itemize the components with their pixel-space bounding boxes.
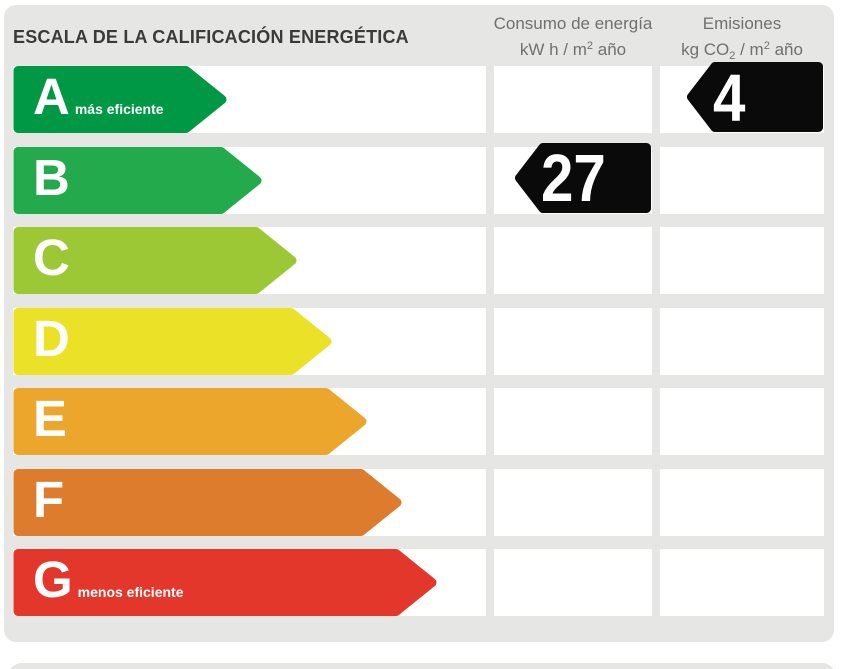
rating-arrow-g [13,549,437,616]
rating-sublabel-a: más eficiente [74,101,164,117]
rating-letter-b: B [33,148,70,206]
emisiones-cell-b [660,146,824,214]
rating-arrow-f [13,468,402,536]
emisiones-cell-g [660,549,824,616]
rating-letter-g: G [33,551,73,608]
rating-arrow-d [13,307,332,375]
consumo-cell-d [494,307,652,375]
rating-label-f: F [13,469,486,536]
consumo-value: 27 [541,141,606,216]
rating-arrow-a [13,66,227,133]
emisiones-header-units: kg CO2 / m2 año [681,40,803,62]
rating-arrow-c [13,227,297,294]
rating-letter-d: D [33,309,70,367]
emisiones-cell-c [660,227,824,294]
emisiones-cell-a: 4 [660,62,824,133]
rating-arrow-e [13,388,367,455]
emisiones-cell-d [660,307,824,375]
rating-row-f: F [13,468,824,536]
consumo-header-line1: Consumo de energía [493,14,653,33]
emisiones-value-arrow: 4 [687,62,824,132]
rating-letter-c: C [33,229,70,286]
rating-sublabel-g: menos eficiente [77,584,184,600]
rating-row-d: D [13,307,824,375]
consumo-value-arrow: 27 [515,141,652,216]
consumo-cell-g [494,549,652,616]
column-header-emisiones: Emisiones kg CO2 / m2 año [660,13,824,67]
consumo-cell-b: 27 [494,142,652,214]
rating-strip-d: D [13,307,486,375]
next-section-panel-edge [8,663,836,669]
rating-row-b: B 27 [13,142,824,214]
rating-row-c: C [13,227,824,294]
page-title: ESCALA DE LA CALIFICACIÓN ENERGÉTICA [13,27,409,47]
rating-letter-f: F [33,470,65,528]
consumo-cell-e [494,388,652,455]
consumo-cell-c [494,227,652,294]
rating-label-e: E [13,388,486,455]
rating-letter-a: A [33,68,70,125]
column-header-consumo: Consumo de energía kW h / m2 año [490,13,656,61]
rating-row-e: E [13,388,824,455]
emisiones-cell-f [660,468,824,536]
rating-label-c: C [13,227,486,294]
emisiones-value: 4 [713,60,746,136]
consumo-cell-f [494,468,652,536]
consumo-header-units: kW h / m2 año [519,40,627,59]
rating-strip-e: E [13,388,486,455]
emisiones-header-line1: Emisiones [702,14,782,33]
rating-arrow-b [13,146,262,214]
rating-strip-f: F [13,468,486,536]
consumo-arrow-shape [515,142,651,213]
rating-strip-b: B [13,146,486,214]
energy-scale-panel: ESCALA DE LA CALIFICACIÓN ENERGÉTICA Con… [4,5,834,642]
rating-letter-e: E [33,390,68,447]
rating-label-b: B [13,147,486,214]
emisiones-arrow-shape [687,62,823,132]
rating-label-d: D [13,308,486,375]
consumo-cell-a [494,66,652,133]
rating-strip-c: C [13,227,486,294]
emisiones-cell-e [660,388,824,455]
